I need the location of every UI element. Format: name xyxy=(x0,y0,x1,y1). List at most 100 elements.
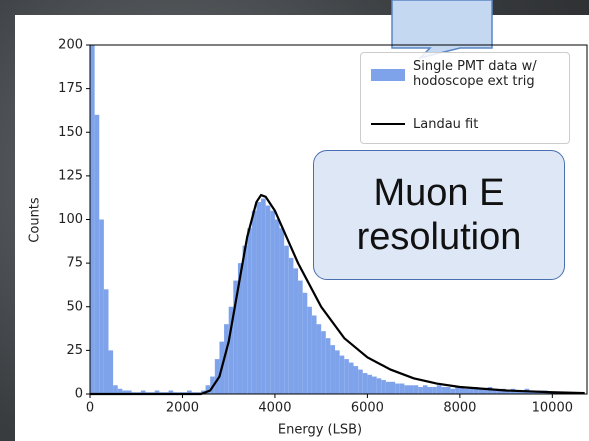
histogram-bar xyxy=(344,359,349,394)
histogram-bar xyxy=(113,385,118,394)
histogram-bar xyxy=(353,366,359,394)
histogram-bar xyxy=(94,114,100,395)
histogram-bar xyxy=(233,280,238,394)
histogram-bar xyxy=(358,369,363,394)
legend-label: Single PMT data w/ hodoscope ext trig xyxy=(413,59,537,89)
histogram-bar xyxy=(117,388,123,394)
histogram-bar xyxy=(455,387,460,394)
histogram-bar xyxy=(122,390,127,394)
histogram-bar xyxy=(140,390,146,394)
histogram-bar xyxy=(307,306,312,394)
histogram-bar xyxy=(261,198,266,394)
x-tick-label: 8000 xyxy=(443,401,476,416)
histogram-bar xyxy=(533,392,539,394)
histogram-bar xyxy=(187,390,192,394)
y-tick-label: 125 xyxy=(58,168,83,183)
annotation: Muon E resolution xyxy=(313,150,565,280)
histogram-bar xyxy=(445,387,451,394)
histogram-bar xyxy=(224,324,229,394)
histogram-bar xyxy=(214,359,220,394)
histogram-bar xyxy=(432,387,437,394)
histogram-bar xyxy=(103,289,109,394)
y-axis-label: Counts xyxy=(28,197,43,243)
histogram-bar xyxy=(436,385,442,394)
histogram-bar xyxy=(487,387,493,394)
x-tick-label: 10000 xyxy=(532,401,573,416)
histogram-bar xyxy=(154,390,160,394)
histogram-bar xyxy=(270,210,275,394)
x-tick-label: 6000 xyxy=(351,401,384,416)
legend: Single PMT data w/ hodoscope ext trig La… xyxy=(360,52,570,144)
y-tick-label: 0 xyxy=(75,387,83,402)
histogram-bar xyxy=(473,387,479,394)
histogram-bar xyxy=(404,385,410,394)
histogram-bar xyxy=(251,210,257,394)
histogram-bar xyxy=(108,350,114,394)
fit-line xyxy=(90,193,585,396)
histogram-bar xyxy=(288,257,294,394)
histogram-bar xyxy=(515,390,520,394)
histogram-bar xyxy=(274,219,280,394)
y-tick-label: 150 xyxy=(58,125,83,140)
histogram-bar xyxy=(298,280,303,394)
histogram-bar xyxy=(168,390,174,394)
histogram-bar xyxy=(385,381,391,394)
histogram-bar xyxy=(228,306,234,394)
histogram-bar xyxy=(362,373,368,394)
y-tick-label: 200 xyxy=(58,38,83,53)
histogram-bar xyxy=(372,376,377,394)
histogram-bar xyxy=(237,263,243,394)
histogram-bar xyxy=(395,383,400,394)
histogram-bar xyxy=(482,388,488,394)
legend-patch xyxy=(371,69,405,81)
histogram-bar xyxy=(316,324,322,394)
histogram-bar xyxy=(459,387,465,394)
x-tick-label: 0 xyxy=(86,401,94,416)
histogram-bar xyxy=(325,338,331,394)
histogram-bar xyxy=(321,331,326,394)
histogram-bar xyxy=(367,374,373,394)
y-tick-label: 75 xyxy=(66,256,83,271)
histogram-bar xyxy=(390,381,396,394)
histogram-bar xyxy=(302,292,308,394)
legend-label: Landau fit xyxy=(413,117,479,132)
histogram-bar xyxy=(478,388,483,394)
histogram-bar xyxy=(413,385,419,394)
histogram-bar xyxy=(279,228,285,394)
y-tick-label: 100 xyxy=(58,212,83,227)
histogram-bar xyxy=(492,388,497,394)
histogram-bar xyxy=(464,388,470,394)
legend-line xyxy=(371,123,405,125)
histogram-bar xyxy=(409,385,414,394)
histogram-bar xyxy=(422,385,428,394)
histogram-bar xyxy=(450,388,456,394)
histogram-bar xyxy=(469,388,474,394)
histogram-bar xyxy=(99,219,104,394)
x-tick-label: 2000 xyxy=(166,401,199,416)
histogram-bar xyxy=(496,390,502,394)
histogram-bar xyxy=(348,362,354,394)
y-tick-label: 25 xyxy=(66,343,83,358)
histogram-bar xyxy=(126,390,132,394)
histogram-bar xyxy=(339,355,345,394)
histogram-bar xyxy=(205,385,211,394)
histogram-bar xyxy=(399,383,405,394)
callout-shape xyxy=(391,0,493,60)
y-tick-label: 50 xyxy=(66,299,83,314)
histogram-bar xyxy=(90,45,95,394)
x-axis-label: Energy (LSB) xyxy=(278,423,362,438)
x-tick-label: 4000 xyxy=(258,401,291,416)
histogram-bar xyxy=(506,390,511,394)
histogram-bar xyxy=(441,387,446,394)
histogram-bar xyxy=(247,228,252,394)
histogram-bar xyxy=(242,245,248,394)
histogram-bar xyxy=(330,345,336,394)
histogram-bar xyxy=(519,390,525,394)
histogram-bar xyxy=(256,202,262,394)
histogram-bar xyxy=(381,380,386,394)
histogram-bar xyxy=(284,245,289,394)
histogram-bar xyxy=(293,268,299,394)
histogram-bar xyxy=(265,205,271,394)
histogram-bar xyxy=(311,315,317,394)
